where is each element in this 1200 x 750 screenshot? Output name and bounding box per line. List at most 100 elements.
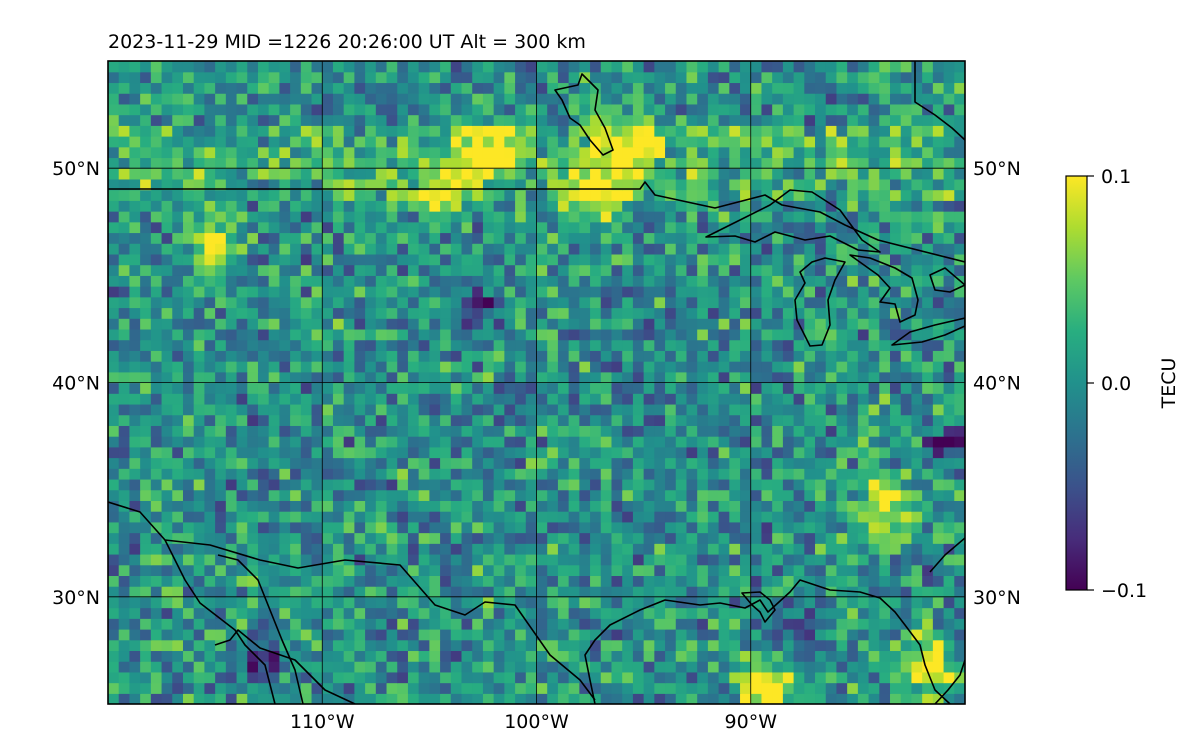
heatmap-cell — [761, 339, 773, 351]
heatmap-cell — [879, 339, 891, 351]
heatmap-cell — [557, 71, 570, 84]
heatmap-cell — [750, 393, 763, 405]
heatmap-cell — [536, 168, 548, 180]
heatmap-cell — [954, 489, 965, 501]
heatmap-cell — [547, 286, 559, 298]
heatmap-cell — [204, 414, 216, 426]
heatmap-cell — [857, 339, 870, 351]
heatmap-cell — [729, 671, 741, 684]
heatmap-cell — [118, 296, 131, 309]
heatmap-cell — [622, 93, 634, 105]
heatmap-cell — [922, 296, 934, 309]
heatmap-cell — [386, 286, 398, 298]
heatmap-cell — [900, 296, 913, 309]
heatmap-cell — [290, 189, 302, 201]
heatmap-cell — [450, 393, 463, 405]
heatmap-cell — [407, 500, 420, 512]
heatmap-cell — [418, 253, 430, 266]
heatmap-cell — [761, 178, 773, 191]
heatmap-cell — [622, 200, 634, 212]
heatmap-cell — [161, 618, 173, 630]
heatmap-cell — [418, 661, 430, 673]
heatmap-cell — [547, 446, 559, 459]
heatmap-cell — [600, 264, 613, 276]
heatmap-cell — [632, 178, 645, 191]
heatmap-cell — [407, 350, 420, 362]
heatmap-cell — [279, 661, 291, 673]
heatmap-cell — [397, 328, 409, 341]
heatmap-cell — [857, 253, 870, 266]
heatmap-cell — [686, 671, 698, 684]
heatmap-cell — [504, 189, 516, 201]
heatmap-cell — [825, 478, 838, 491]
heatmap-cell — [472, 618, 484, 630]
heatmap-cell — [868, 532, 880, 544]
heatmap-cell — [407, 693, 420, 704]
heatmap-cell — [461, 489, 473, 501]
heatmap-cell — [225, 136, 238, 148]
heatmap-cell — [386, 232, 398, 244]
heatmap-cell — [815, 61, 827, 73]
heatmap-cell — [236, 575, 248, 587]
heatmap-cell — [365, 618, 377, 630]
heatmap-cell — [857, 639, 870, 652]
heatmap-cell — [365, 296, 377, 309]
heatmap-cell — [407, 468, 420, 480]
heatmap-cell — [686, 403, 698, 416]
heatmap-cell — [857, 114, 870, 126]
heatmap-cell — [815, 693, 827, 704]
heatmap-cell — [718, 178, 730, 191]
heatmap-cell — [707, 232, 720, 244]
heatmap-cell — [129, 339, 141, 351]
heatmap-cell — [118, 457, 131, 469]
heatmap-cell — [354, 200, 366, 212]
heatmap-cell — [429, 361, 441, 373]
heatmap-cell — [515, 596, 527, 609]
heatmap-cell — [290, 328, 302, 341]
heatmap-cell — [429, 93, 441, 105]
heatmap-cell — [911, 328, 923, 341]
heatmap-cell — [472, 628, 484, 641]
heatmap-cell — [118, 468, 131, 480]
heatmap-cell — [750, 682, 763, 694]
heatmap-cell — [568, 61, 580, 73]
heatmap-cell — [643, 553, 655, 566]
heatmap-cell — [182, 511, 195, 523]
heatmap-cell — [225, 393, 238, 405]
heatmap-cell — [247, 628, 259, 641]
heatmap-cell — [707, 146, 720, 159]
heatmap-cell — [632, 264, 645, 276]
heatmap-cell — [300, 178, 313, 191]
heatmap-cell — [482, 371, 495, 384]
heatmap-cell — [943, 543, 955, 555]
heatmap-cell — [697, 414, 709, 426]
heatmap-cell — [579, 286, 591, 298]
heatmap-cell — [847, 61, 859, 73]
heatmap-cell — [193, 457, 206, 469]
heatmap-cell — [793, 693, 805, 704]
heatmap-cell — [557, 436, 570, 448]
heatmap-cell — [279, 382, 291, 394]
heatmap-cell — [600, 607, 613, 619]
heatmap-cell — [707, 82, 720, 94]
heatmap-cell — [129, 628, 141, 641]
heatmap-cell — [943, 371, 955, 384]
heatmap-cell — [568, 146, 580, 159]
heatmap-cell — [493, 82, 505, 94]
heatmap-cell — [129, 543, 141, 555]
heatmap-cell — [557, 221, 570, 234]
heatmap-cell — [279, 425, 291, 437]
heatmap-cell — [643, 618, 655, 630]
heatmap-cell — [461, 253, 473, 266]
heatmap-cell — [407, 489, 420, 501]
heatmap-cell — [375, 671, 388, 684]
heatmap-cell — [150, 286, 163, 298]
heatmap-cell — [622, 607, 634, 619]
heatmap-cell — [750, 350, 763, 362]
heatmap-cell — [504, 93, 516, 105]
heatmap-cell — [300, 650, 313, 662]
heatmap-cell — [900, 189, 913, 201]
heatmap-cell — [622, 532, 634, 544]
heatmap-cell — [440, 607, 452, 619]
heatmap-cell — [300, 457, 313, 469]
